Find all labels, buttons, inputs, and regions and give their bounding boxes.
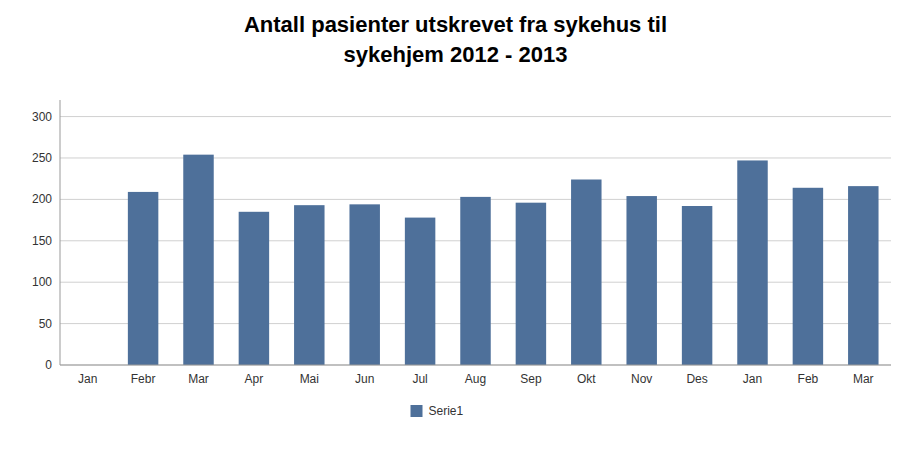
x-tick-label: Sep <box>520 372 542 386</box>
x-axis-line <box>60 365 891 366</box>
x-tick-label: Mar <box>853 372 874 386</box>
grid-line <box>60 116 891 117</box>
bar <box>294 205 324 365</box>
x-tick-label: Okt <box>577 372 596 386</box>
y-tick-label: 150 <box>32 234 52 248</box>
y-tick-label: 50 <box>39 317 53 331</box>
x-tick-label: Jun <box>355 372 374 386</box>
title-line: Antall pasienter utskrevet fra sykehus t… <box>244 12 667 37</box>
bar <box>183 155 213 365</box>
x-tick-label: Jan <box>78 372 97 386</box>
chart-svg: Antall pasienter utskrevet fra sykehus t… <box>0 0 911 451</box>
legend-swatch <box>411 405 423 417</box>
chart-title: Antall pasienter utskrevet fra sykehus t… <box>244 12 667 67</box>
grid <box>60 117 891 365</box>
y-tick-label: 200 <box>32 192 52 206</box>
bar <box>626 196 656 365</box>
y-tick-label: 300 <box>32 110 52 124</box>
x-tick-label: Feb <box>798 372 819 386</box>
y-tick-label: 100 <box>32 275 52 289</box>
bar <box>848 186 878 365</box>
bar <box>239 212 269 365</box>
grid-line <box>60 365 891 366</box>
legend-label: Serie1 <box>429 404 464 418</box>
bar <box>349 204 379 365</box>
x-tick-label: Apr <box>245 372 264 386</box>
x-tick-label: Jan <box>743 372 762 386</box>
legend: Serie1 <box>411 404 464 418</box>
x-tick-label: Mai <box>300 372 319 386</box>
bar <box>516 203 546 365</box>
x-tick-label: Nov <box>631 372 652 386</box>
x-tick-label: Febr <box>131 372 156 386</box>
y-tick-label: 250 <box>32 151 52 165</box>
bar <box>571 180 601 366</box>
bar <box>682 206 712 365</box>
title-line: sykehjem 2012 - 2013 <box>344 42 568 67</box>
x-tick-label: Des <box>686 372 707 386</box>
bar <box>128 192 158 365</box>
bar <box>793 188 823 365</box>
bar <box>737 160 767 365</box>
chart-container: Antall pasienter utskrevet fra sykehus t… <box>0 0 911 451</box>
y-tick-label: 0 <box>45 358 52 372</box>
x-tick-label: Jul <box>412 372 427 386</box>
x-tick-label: Aug <box>465 372 486 386</box>
bars <box>128 155 879 365</box>
bar <box>405 218 435 365</box>
x-tick-label: Mar <box>188 372 209 386</box>
y-axis-line <box>60 100 61 365</box>
bar <box>460 197 490 365</box>
